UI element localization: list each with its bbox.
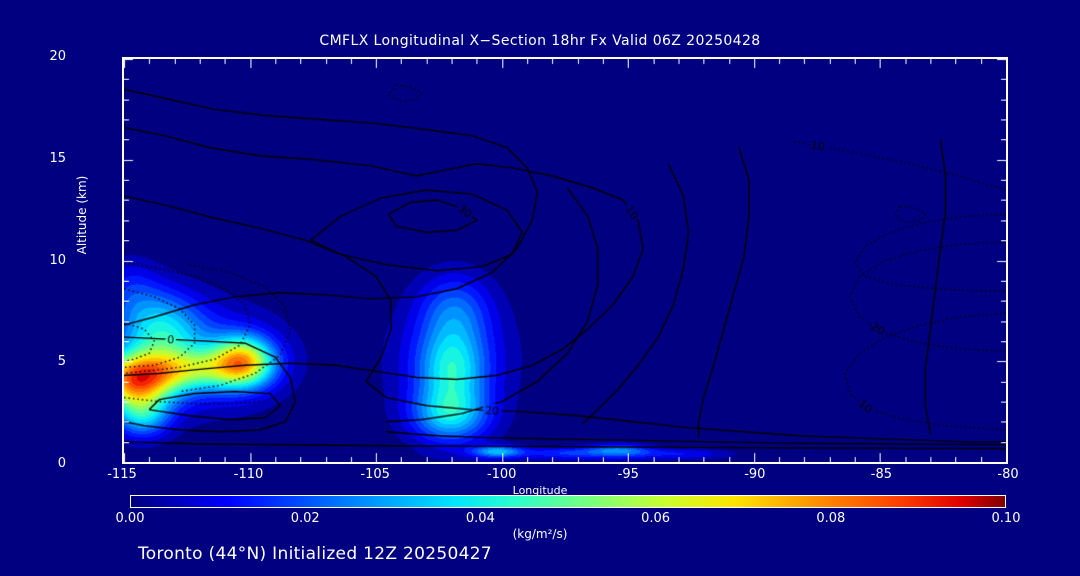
colorbar-units-label: (kg/m²/s): [512, 527, 568, 541]
x-tick-label: -90: [744, 467, 766, 482]
y-tick-label: 15: [49, 150, 66, 166]
colorbar-tick-label: 0.04: [465, 511, 495, 526]
y-axis-label: Altitude (km): [75, 175, 89, 255]
x-tick-label: -105: [360, 467, 390, 482]
colorbar-tick-label: 0.00: [115, 511, 145, 526]
plot-area[interactable]: [122, 57, 1008, 464]
footer-caption: Toronto (44°N) Initialized 12Z 20250427: [138, 544, 492, 564]
x-tick-label: -80: [997, 467, 1019, 482]
colorbar-tick-label: 0.02: [290, 511, 320, 526]
x-axis-label: Longitude: [512, 484, 568, 497]
chart-title: CMFLX Longitudinal X−Section 18hr Fx Val…: [319, 33, 761, 49]
y-tick-label: 20: [49, 49, 66, 64]
colorbar-gradient: [131, 496, 1005, 507]
x-tick-label: -100: [486, 467, 517, 482]
colorbar-tick-label: 0.10: [991, 511, 1021, 526]
x-tick-label: -115: [107, 467, 137, 482]
axis-tick-marks: [124, 59, 1006, 462]
x-tick-label: -95: [617, 467, 639, 482]
x-tick-label: -110: [233, 467, 264, 482]
y-tick-label: 0: [57, 456, 66, 471]
colorbar-tick-label: 0.06: [641, 511, 671, 526]
y-tick-label: 5: [57, 354, 66, 370]
y-tick-label: 10: [49, 252, 66, 268]
colorbar[interactable]: [130, 495, 1006, 508]
colorbar-tick-label: 0.08: [816, 511, 846, 526]
x-tick-label: -85: [870, 467, 893, 482]
